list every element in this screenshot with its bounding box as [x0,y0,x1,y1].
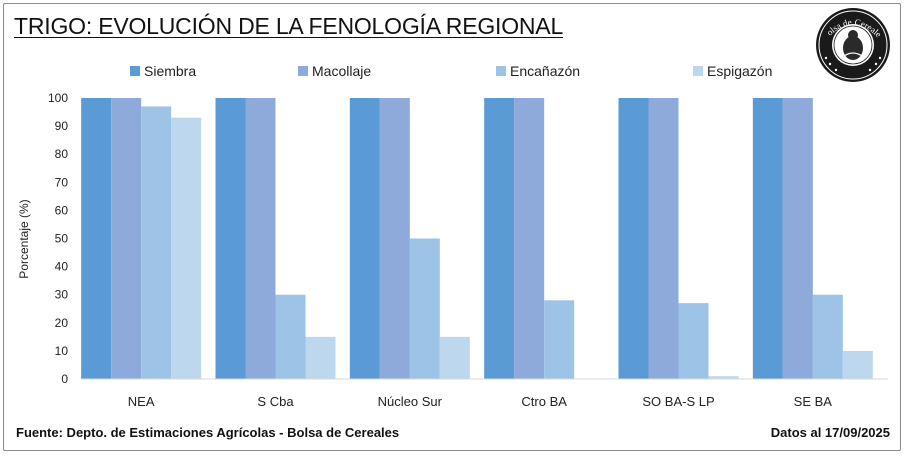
bar-macollaje [379,98,410,379]
x-category-label: SO BA-S LP [642,394,714,409]
bar-espigazón [708,376,739,379]
bar-encañazón [544,300,575,379]
legend-item-3: Encañazón [496,63,580,79]
bar-macollaje [245,98,276,379]
y-tick-label: 60 [55,203,69,217]
y-tick-label: 10 [55,344,69,358]
x-axis: NEA S Cba Núcleo Sur Ctro BA SO BA-S LP SE BA [82,378,888,409]
bar-macollaje [111,98,142,379]
x-category-label: Núcleo Sur [378,394,443,409]
footer-source: Fuente: Depto. de Estimaciones Agrícolas… [16,425,400,440]
bar-espigazón [171,117,202,380]
y-tick-label: 50 [55,232,69,246]
legend-item-2: Macollaje [298,63,371,79]
bar-encañazón [141,106,172,380]
y-tick-label: 80 [55,147,69,161]
bar-encañazón [678,303,709,379]
chart-frame [3,3,901,451]
legend-item-4: Espigazón [693,63,772,79]
bar-espigazón [439,336,470,379]
chart-legend: Siembra Macollaje Encañazón Espigazón [130,63,772,79]
legend-label: Espigazón [707,63,772,79]
y-axis: 0 10 20 30 40 50 60 70 80 90 100 [48,91,68,386]
y-tick-label: 40 [55,260,69,274]
bar-macollaje [648,98,679,379]
y-tick-label: 90 [55,119,69,133]
bar-siembra [215,98,246,379]
bar-macollaje [514,98,545,379]
y-tick-label: 100 [48,91,68,105]
footer-date: Datos al 17/09/2025 [770,425,890,440]
x-category-label: S Cba [257,394,294,409]
legend-label: Encañazón [510,63,580,79]
legend-item-1: Siembra [130,63,196,79]
legend-label: Siembra [144,63,196,79]
bar-series [81,98,873,380]
bar-siembra [349,98,380,379]
bar-espigazón [305,336,336,379]
legend-swatch [130,66,140,76]
bar-siembra [81,98,112,379]
legend-label: Macollaje [312,63,371,79]
x-category-label: Ctro BA [521,394,567,409]
x-category-label: NEA [128,394,155,409]
bar-encañazón [275,294,306,379]
legend-swatch [693,66,703,76]
chart-title: TRIGO: EVOLUCIÓN DE LA FENOLOGÍA REGIONA… [14,13,564,39]
bar-siembra [618,98,649,379]
legend-swatch [298,66,308,76]
bar-espigazón [842,350,873,379]
x-category-label: SE BA [794,394,833,409]
bar-encañazón [812,294,843,379]
y-tick-label: 70 [55,175,69,189]
bar-siembra [752,98,783,379]
y-tick-label: 20 [55,316,69,330]
legend-swatch [496,66,506,76]
bar-encañazón [409,238,440,379]
y-tick-label: 30 [55,288,69,302]
y-tick-label: 0 [61,372,68,386]
y-axis-label: Porcentaje (%) [17,199,31,278]
bar-siembra [484,98,515,379]
bolsa-de-cereales-logo: Bolsa de Cereales [814,6,890,82]
bar-macollaje [782,98,813,379]
